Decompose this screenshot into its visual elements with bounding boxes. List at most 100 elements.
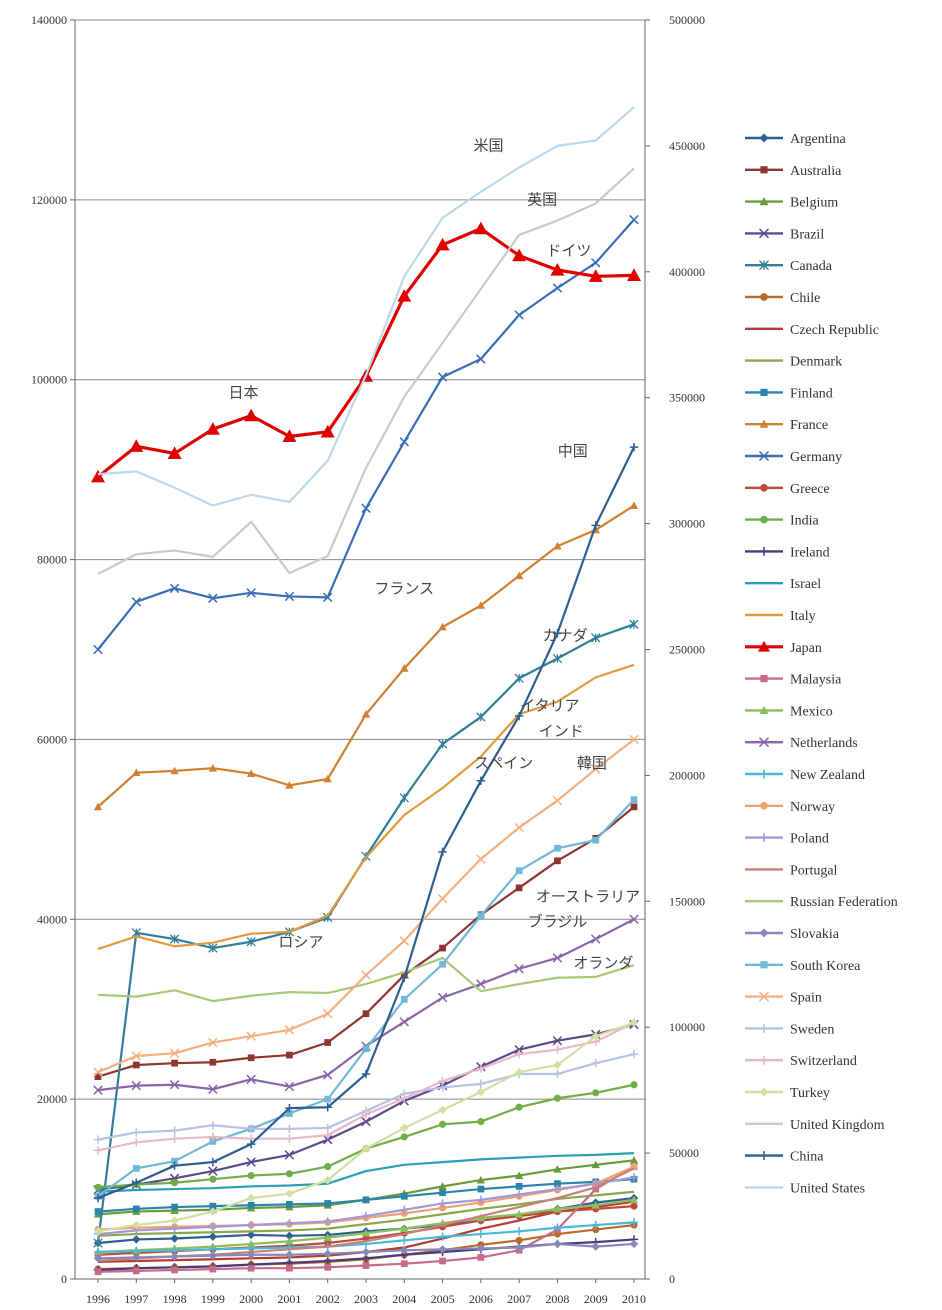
legend-item-china: China bbox=[745, 1150, 824, 1165]
point-germany-1996 bbox=[93, 644, 103, 655]
point-india-2007 bbox=[515, 1103, 523, 1111]
legend-item-germany: Germany bbox=[745, 450, 842, 465]
series-line-italy bbox=[97, 663, 635, 951]
point-india-1999 bbox=[209, 1175, 217, 1183]
annotation-7: イタリア bbox=[520, 697, 579, 715]
legend-marker-china bbox=[759, 1151, 769, 1161]
point-canada-1999 bbox=[208, 943, 218, 953]
point-ireland-2002 bbox=[323, 1256, 332, 1266]
legend-label-finland: Finland bbox=[790, 386, 833, 401]
point-turkey-2005 bbox=[438, 1105, 447, 1115]
point-poland-2001 bbox=[285, 1219, 294, 1228]
legend-label-czech-republic: Czech Republic bbox=[790, 323, 879, 338]
point-canada-2008 bbox=[552, 653, 563, 664]
x-tick-label-14: 2010 bbox=[622, 1292, 646, 1306]
point-france-2002 bbox=[323, 774, 332, 783]
legend-item-united-states: United States bbox=[745, 1181, 865, 1196]
point-france-2008 bbox=[553, 541, 562, 550]
point-malaysia-2006 bbox=[477, 1254, 485, 1261]
y2-tick-label-9: 450000 bbox=[669, 139, 705, 153]
point-finland-2006 bbox=[477, 1185, 485, 1193]
point-slovakia-2002 bbox=[323, 1249, 332, 1259]
legend-item-russian-federation: Russian Federation bbox=[745, 895, 898, 910]
point-brazil-2000 bbox=[246, 1157, 256, 1167]
point-japan-2001 bbox=[282, 429, 297, 442]
legend-label-argentina: Argentina bbox=[790, 132, 847, 147]
point-spain-2007 bbox=[514, 822, 524, 833]
point-finland-2002 bbox=[324, 1200, 332, 1207]
point-canada-2005 bbox=[437, 739, 448, 749]
y2-tick-label-3: 150000 bbox=[669, 894, 705, 908]
annotation-11: オーストラリア bbox=[536, 887, 640, 905]
point-switzerland-1998 bbox=[170, 1134, 179, 1143]
annotation-9: スペイン bbox=[474, 754, 533, 772]
point-turkey-2007 bbox=[514, 1067, 524, 1077]
point-malaysia-1999 bbox=[209, 1265, 217, 1273]
point-malaysia-2005 bbox=[439, 1257, 446, 1265]
point-sweden-2000 bbox=[246, 1124, 256, 1134]
legend-marker-chile bbox=[760, 293, 768, 301]
legend-marker-mexico bbox=[759, 705, 769, 714]
point-india-2005 bbox=[439, 1120, 447, 1128]
legend-marker-south-korea bbox=[760, 961, 768, 969]
legend-label-brazil: Brazil bbox=[790, 227, 824, 242]
y-tick-label-1: 20000 bbox=[37, 1092, 67, 1106]
point-belgium-2005 bbox=[438, 1182, 447, 1190]
legend-item-united-kingdom: United Kingdom bbox=[745, 1118, 885, 1133]
point-mexico-2010 bbox=[629, 1195, 639, 1204]
point-australia-2003 bbox=[362, 1010, 370, 1018]
legend-marker-germany bbox=[758, 450, 770, 462]
point-japan-2000 bbox=[244, 408, 259, 422]
point-spain-2003 bbox=[361, 970, 371, 980]
legend-label-france: France bbox=[790, 418, 828, 433]
point-argentina-2001 bbox=[285, 1231, 294, 1241]
legend-label-united-states: United States bbox=[790, 1181, 865, 1196]
point-sweden-2009 bbox=[591, 1058, 600, 1068]
legend-label-netherlands: Netherlands bbox=[790, 736, 858, 751]
point-france-1998 bbox=[170, 766, 179, 775]
point-spain-2006 bbox=[476, 854, 486, 864]
point-switzerland-2005 bbox=[438, 1076, 447, 1086]
point-belgium-2010 bbox=[629, 1156, 639, 1164]
point-mexico-2009 bbox=[591, 1201, 600, 1209]
annotation-13: ロシア bbox=[278, 933, 323, 951]
legend-item-slovakia: Slovakia bbox=[745, 927, 840, 942]
point-canada-1996 bbox=[93, 1238, 103, 1248]
legend-item-mexico: Mexico bbox=[745, 704, 833, 719]
point-poland-2006 bbox=[476, 1195, 486, 1205]
y2-tick-label-4: 200000 bbox=[669, 768, 705, 782]
series-line-finland bbox=[97, 1178, 635, 1213]
series-line-spain bbox=[97, 738, 635, 1074]
point-india-2004 bbox=[400, 1133, 408, 1141]
point-china-2006 bbox=[476, 776, 486, 785]
point-india-2002 bbox=[324, 1163, 332, 1171]
point-australia-1996 bbox=[94, 1073, 102, 1081]
point-turkey-2006 bbox=[476, 1087, 486, 1097]
legend-marker-ireland bbox=[759, 546, 769, 556]
y-tick-label-5: 100000 bbox=[31, 373, 67, 387]
point-new-zealand-2009 bbox=[591, 1220, 600, 1230]
point-turkey-1999 bbox=[208, 1207, 218, 1216]
legend-label-canada: Canada bbox=[790, 259, 833, 274]
point-new-zealand-2008 bbox=[553, 1223, 562, 1232]
point-finland-1999 bbox=[209, 1202, 217, 1210]
point-greece-2010 bbox=[630, 1202, 638, 1210]
legend-label-russian-federation: Russian Federation bbox=[790, 895, 898, 910]
series-line-poland bbox=[97, 1176, 635, 1236]
series-line-russian-federation bbox=[97, 956, 635, 1003]
point-india-2009 bbox=[592, 1089, 600, 1097]
point-finland-2007 bbox=[515, 1183, 523, 1190]
point-malaysia-2001 bbox=[286, 1264, 293, 1272]
point-slovakia-2004 bbox=[400, 1246, 409, 1255]
point-australia-2001 bbox=[286, 1051, 293, 1059]
legend-label-italy: Italy bbox=[790, 609, 816, 624]
point-slovakia-1999 bbox=[208, 1251, 218, 1260]
point-china-1997 bbox=[132, 1178, 141, 1187]
y2-tick-label-5: 250000 bbox=[669, 643, 705, 657]
legend-item-portugal: Portugal bbox=[745, 863, 838, 878]
point-turkey-2010 bbox=[629, 1018, 639, 1027]
x-tick-label-4: 2000 bbox=[239, 1292, 263, 1306]
point-finland-2001 bbox=[286, 1200, 293, 1208]
point-germany-2007 bbox=[514, 310, 524, 320]
